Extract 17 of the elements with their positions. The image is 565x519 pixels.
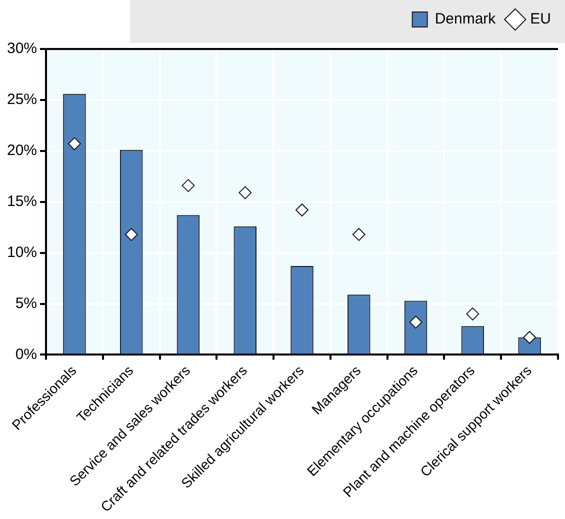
point (238, 186, 252, 200)
point (352, 228, 366, 241)
y-tick-label: 0% (15, 346, 38, 363)
point (523, 330, 536, 344)
y-tick-label: 25% (6, 91, 38, 108)
y-tick-label: 15% (6, 193, 38, 210)
point (124, 228, 138, 241)
legend-label: EU (530, 10, 552, 28)
point (182, 179, 195, 192)
y-tick-label: 5% (15, 294, 38, 312)
y-tick-label: 20% (6, 142, 38, 160)
y-tick-label: 30% (6, 40, 38, 58)
point (296, 204, 309, 217)
point (68, 137, 81, 150)
point (466, 307, 480, 320)
legend-label: Denmark (434, 10, 496, 28)
y-tick-label: 10% (6, 244, 38, 261)
